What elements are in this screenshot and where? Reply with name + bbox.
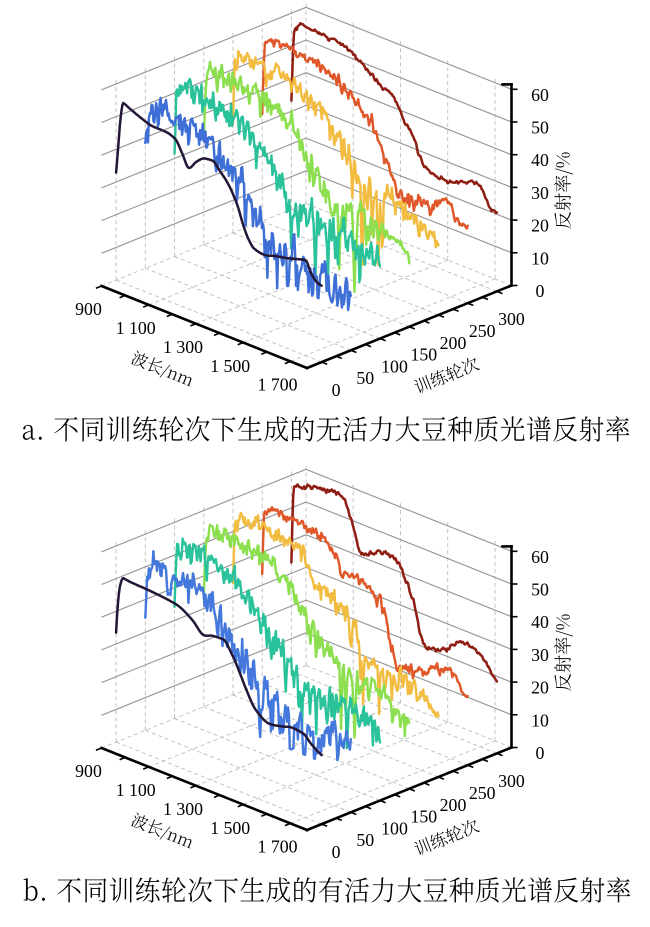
svg-text:10: 10	[531, 248, 549, 268]
svg-text:250: 250	[469, 783, 496, 803]
svg-text:30: 30	[531, 183, 549, 203]
svg-text:0: 0	[332, 842, 341, 862]
svg-text:0: 0	[536, 743, 545, 763]
svg-text:50: 50	[356, 368, 374, 388]
svg-text:1 300: 1 300	[163, 337, 203, 357]
svg-text:1 700: 1 700	[257, 375, 297, 395]
svg-text:1 100: 1 100	[116, 318, 156, 338]
svg-text:1 100: 1 100	[116, 780, 156, 800]
svg-text:1 700: 1 700	[257, 837, 297, 857]
svg-text:300: 300	[498, 309, 525, 329]
svg-text:100: 100	[381, 818, 408, 838]
svg-text:300: 300	[498, 771, 525, 791]
svg-text:20: 20	[531, 216, 549, 236]
svg-text:150: 150	[410, 345, 437, 365]
svg-text:900: 900	[75, 761, 102, 781]
svg-text:50: 50	[356, 830, 374, 850]
svg-text:900: 900	[75, 299, 102, 319]
svg-text:1 500: 1 500	[210, 356, 250, 376]
svg-text:200: 200	[440, 333, 467, 353]
svg-text:150: 150	[410, 807, 437, 827]
svg-text:60: 60	[531, 85, 549, 105]
svg-text:0: 0	[332, 380, 341, 400]
svg-text:10: 10	[531, 710, 549, 730]
svg-text:1 500: 1 500	[210, 818, 250, 838]
svg-text:60: 60	[531, 547, 549, 567]
svg-text:50: 50	[531, 118, 549, 138]
svg-text:30: 30	[531, 645, 549, 665]
svg-text:40: 40	[531, 612, 549, 632]
svg-text:200: 200	[440, 795, 467, 815]
svg-text:0: 0	[536, 281, 545, 301]
svg-text:50: 50	[531, 580, 549, 600]
svg-text:1 300: 1 300	[163, 799, 203, 819]
svg-text:250: 250	[469, 321, 496, 341]
svg-text:40: 40	[531, 150, 549, 170]
svg-text:20: 20	[531, 678, 549, 698]
svg-text:100: 100	[381, 356, 408, 376]
